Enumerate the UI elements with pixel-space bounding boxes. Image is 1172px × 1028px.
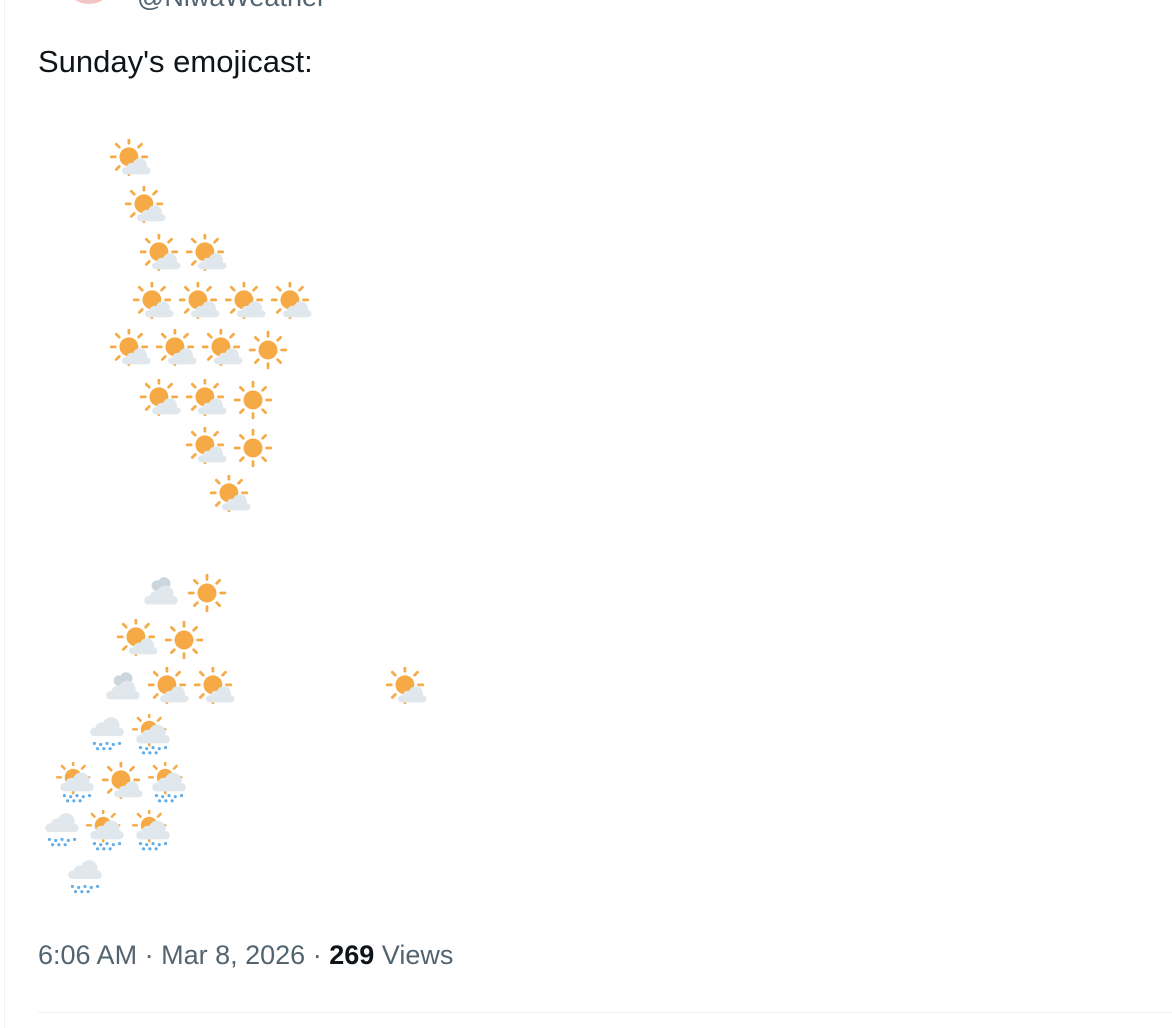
weather-emoji <box>272 282 311 318</box>
weather-emoji <box>226 282 265 318</box>
weather-emoji <box>68 860 102 893</box>
emoji-map <box>5 0 1172 1028</box>
weather-emoji <box>90 717 124 750</box>
weather-emoji <box>235 382 271 418</box>
weather-emoji <box>149 761 186 802</box>
weather-emoji <box>189 575 225 611</box>
weather-emoji <box>149 667 188 703</box>
weather-emoji <box>134 282 173 318</box>
weather-emoji <box>126 186 165 222</box>
weather-emoji <box>87 809 124 850</box>
view-count: 269 <box>329 940 375 970</box>
weather-emoji <box>211 475 250 511</box>
time[interactable]: 6:06 AM <box>38 940 138 970</box>
post: @NiwaWeather Sunday's emojicast: 6:06 AM… <box>4 0 1172 1028</box>
handle[interactable]: @NiwaWeather <box>137 0 326 13</box>
weather-emoji <box>111 329 150 365</box>
weather-emoji <box>203 329 242 365</box>
post-text: Sunday's emojicast: <box>38 44 313 79</box>
weather-emoji <box>195 667 234 703</box>
divider <box>38 1012 1172 1013</box>
separator: · <box>144 940 154 970</box>
weather-emoji <box>187 427 226 463</box>
weather-emoji <box>187 234 226 270</box>
weather-emoji <box>250 332 286 368</box>
weather-emoji <box>157 329 196 365</box>
weather-emoji <box>133 809 170 850</box>
post-meta: 6:06 AM · Mar 8, 2026 · 269 Views <box>38 940 453 971</box>
weather-emoji <box>141 234 180 270</box>
weather-emoji <box>180 282 219 318</box>
weather-emoji <box>106 672 140 699</box>
avatar[interactable] <box>65 0 113 4</box>
weather-emoji <box>144 577 178 604</box>
weather-emoji <box>387 667 426 703</box>
views-label: Views <box>381 940 454 970</box>
weather-emoji <box>133 713 170 754</box>
weather-emoji <box>235 430 271 466</box>
weather-emoji <box>118 619 157 655</box>
weather-emoji <box>111 139 150 175</box>
weather-emoji <box>103 762 142 798</box>
date[interactable]: Mar 8, 2026 <box>161 940 306 970</box>
separator: · <box>312 940 322 970</box>
weather-emoji <box>187 379 226 415</box>
weather-emoji <box>45 813 79 846</box>
weather-emoji <box>57 761 94 802</box>
weather-emoji <box>166 622 202 658</box>
weather-emoji <box>141 379 180 415</box>
